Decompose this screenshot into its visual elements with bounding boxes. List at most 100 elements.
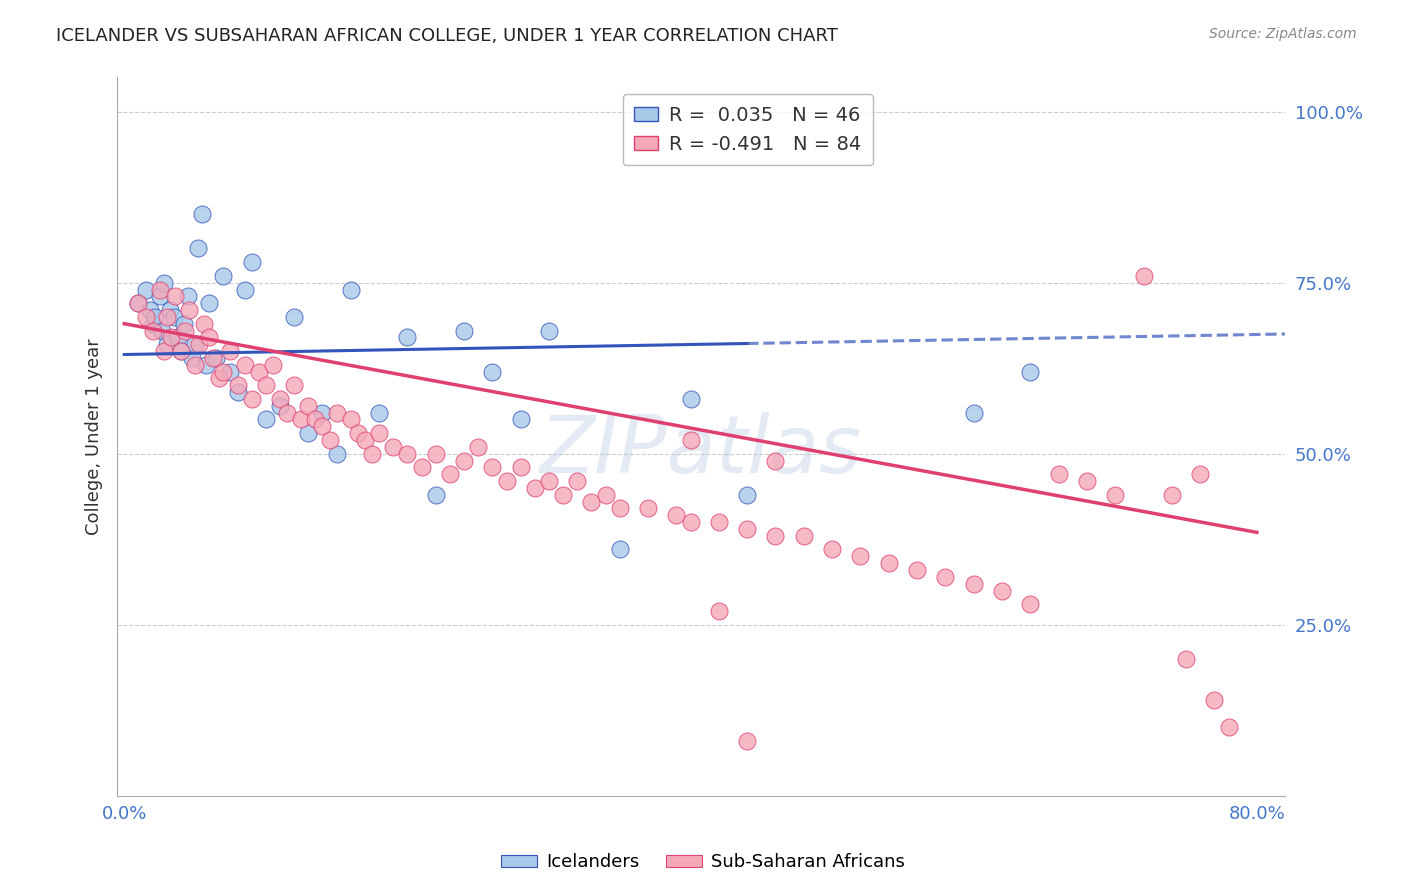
Point	[149, 283, 172, 297]
Point	[233, 283, 256, 297]
Point	[637, 501, 659, 516]
Point	[191, 207, 214, 221]
Point	[735, 522, 758, 536]
Point	[139, 303, 162, 318]
Point	[411, 460, 433, 475]
Point	[368, 406, 391, 420]
Point	[160, 330, 183, 344]
Point	[1104, 488, 1126, 502]
Point	[537, 324, 560, 338]
Point	[156, 337, 179, 351]
Point	[354, 433, 377, 447]
Point	[219, 344, 242, 359]
Point	[325, 406, 347, 420]
Point	[325, 447, 347, 461]
Point	[765, 529, 787, 543]
Point	[153, 344, 176, 359]
Point	[311, 419, 333, 434]
Point	[609, 501, 631, 516]
Point	[481, 460, 503, 475]
Point	[537, 474, 560, 488]
Point	[396, 447, 419, 461]
Point	[581, 494, 603, 508]
Point	[318, 433, 340, 447]
Point	[195, 358, 218, 372]
Point	[219, 365, 242, 379]
Point	[163, 310, 186, 324]
Point	[276, 406, 298, 420]
Point	[339, 412, 361, 426]
Point	[198, 296, 221, 310]
Point	[145, 310, 167, 324]
Point	[735, 488, 758, 502]
Point	[765, 453, 787, 467]
Legend: R =  0.035   N = 46, R = -0.491   N = 84: R = 0.035 N = 46, R = -0.491 N = 84	[623, 95, 873, 165]
Point	[425, 488, 447, 502]
Point	[481, 365, 503, 379]
Point	[297, 399, 319, 413]
Point	[226, 378, 249, 392]
Point	[134, 283, 156, 297]
Point	[453, 324, 475, 338]
Text: ZIPatlas: ZIPatlas	[540, 412, 862, 490]
Point	[339, 283, 361, 297]
Point	[425, 447, 447, 461]
Point	[1019, 365, 1042, 379]
Point	[1019, 597, 1042, 611]
Point	[254, 412, 277, 426]
Point	[165, 289, 187, 303]
Point	[1189, 467, 1212, 482]
Point	[134, 310, 156, 324]
Point	[290, 412, 312, 426]
Point	[262, 358, 284, 372]
Point	[269, 392, 291, 406]
Point	[167, 330, 190, 344]
Point	[247, 365, 270, 379]
Point	[212, 365, 235, 379]
Point	[934, 570, 956, 584]
Point	[849, 549, 872, 564]
Point	[679, 433, 702, 447]
Point	[509, 412, 531, 426]
Point	[735, 734, 758, 748]
Point	[679, 515, 702, 529]
Point	[304, 412, 326, 426]
Point	[361, 447, 384, 461]
Point	[368, 426, 391, 441]
Point	[181, 351, 204, 365]
Point	[269, 399, 291, 413]
Point	[1175, 652, 1198, 666]
Point	[439, 467, 461, 482]
Point	[198, 330, 221, 344]
Point	[609, 542, 631, 557]
Point	[240, 392, 263, 406]
Point	[877, 556, 900, 570]
Point	[523, 481, 546, 495]
Point	[170, 344, 193, 359]
Point	[347, 426, 370, 441]
Y-axis label: College, Under 1 year: College, Under 1 year	[86, 338, 103, 535]
Point	[283, 378, 305, 392]
Point	[240, 255, 263, 269]
Point	[193, 317, 215, 331]
Point	[177, 289, 200, 303]
Point	[283, 310, 305, 324]
Point	[184, 337, 207, 351]
Point	[311, 406, 333, 420]
Point	[905, 563, 928, 577]
Point	[156, 310, 179, 324]
Point	[793, 529, 815, 543]
Point	[174, 324, 197, 338]
Point	[1076, 474, 1098, 488]
Point	[963, 406, 986, 420]
Point	[226, 385, 249, 400]
Point	[212, 268, 235, 283]
Point	[153, 276, 176, 290]
Point	[187, 242, 209, 256]
Point	[707, 515, 730, 529]
Point	[467, 440, 489, 454]
Point	[208, 371, 231, 385]
Point	[142, 317, 165, 331]
Point	[149, 289, 172, 303]
Legend: Icelanders, Sub-Saharan Africans: Icelanders, Sub-Saharan Africans	[494, 847, 912, 879]
